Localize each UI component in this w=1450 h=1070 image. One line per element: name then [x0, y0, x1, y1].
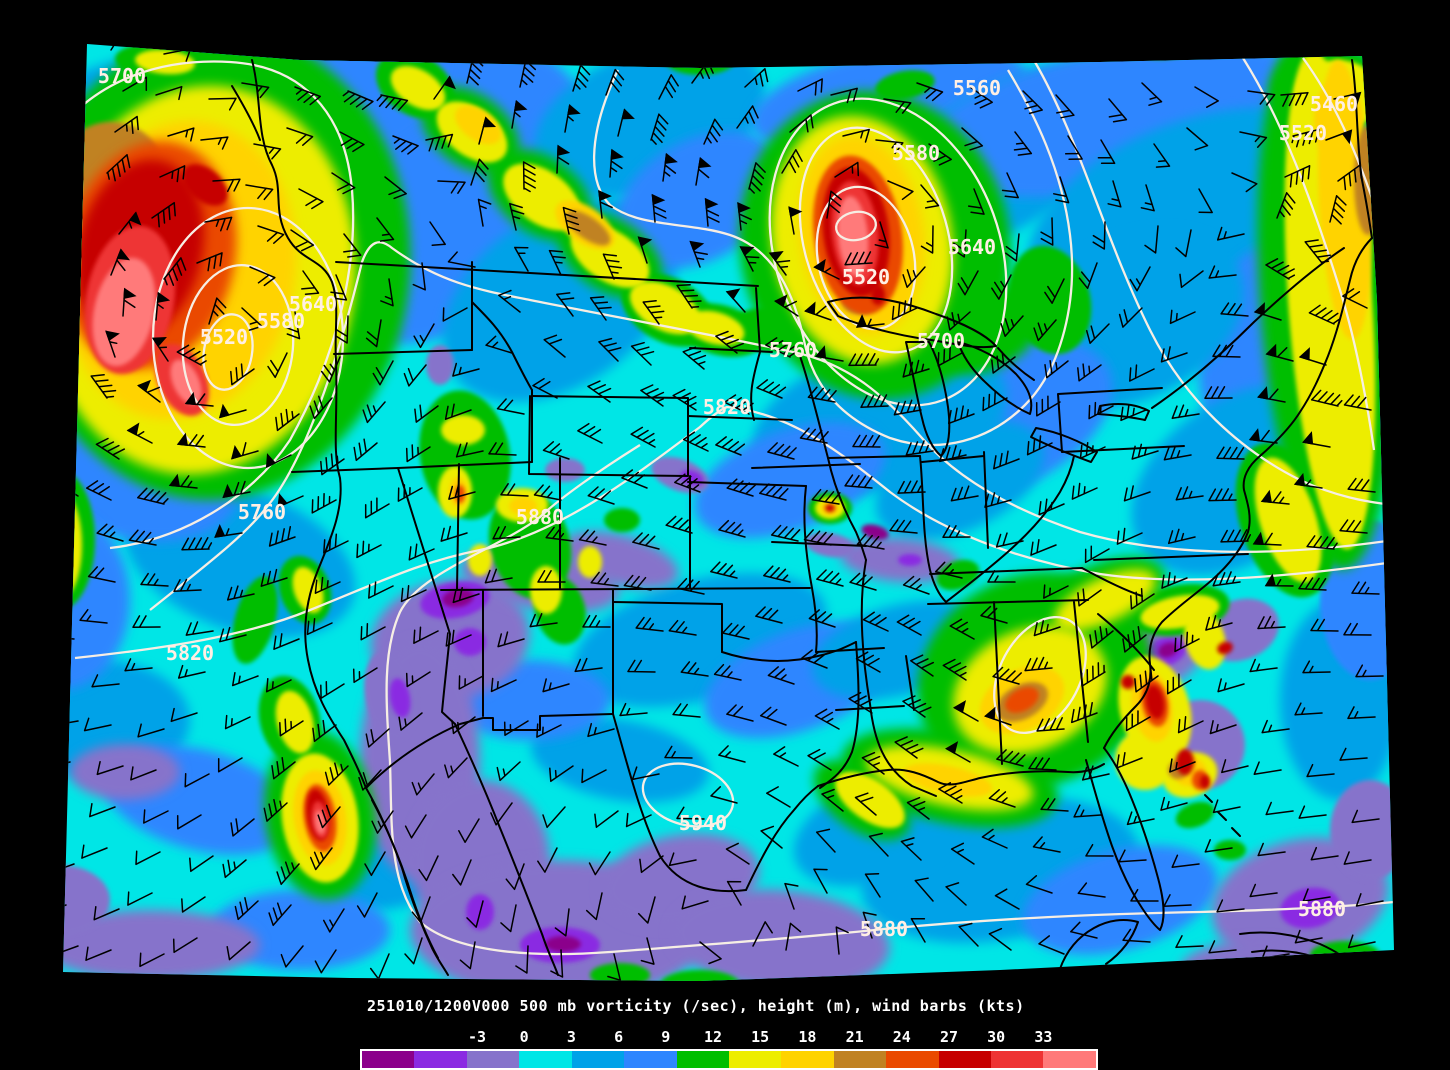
- height-contour-label: 5880: [1298, 897, 1346, 921]
- height-contour-label: 5560: [953, 76, 1001, 100]
- colorbar-tick-label: 24: [892, 1028, 911, 1046]
- colorbar-tick-label: 27: [939, 1028, 959, 1046]
- colorbar-tick-label: 3: [566, 1028, 576, 1046]
- height-contour-label: 5520: [842, 265, 890, 289]
- height-contour-label: 5700: [98, 64, 146, 88]
- height-contour-label: 5760: [769, 338, 817, 362]
- height-contour-layer: [63, 57, 1394, 956]
- height-contour-label: 5640: [948, 235, 996, 259]
- colorbar: [360, 1049, 1098, 1070]
- height-contour-label: 5580: [892, 141, 940, 165]
- height-contour-label: 5880: [860, 917, 908, 941]
- colorbar-segment: [571, 1051, 625, 1068]
- colorbar-segment: [414, 1051, 467, 1068]
- height-contour-label: 5700: [917, 329, 965, 353]
- colorbar-segment: [1043, 1051, 1096, 1068]
- height-contour-label: 5820: [166, 641, 214, 665]
- colorbar-tick-label: 0: [519, 1028, 529, 1046]
- height-contour-label: 5520: [1279, 121, 1327, 145]
- height-contour-label: 5640: [289, 292, 337, 316]
- height-contour-label: 5520: [200, 325, 248, 349]
- colorbar-segment: [938, 1051, 992, 1068]
- colorbar-tick-label: 33: [1034, 1028, 1053, 1046]
- height-contour-label: 5940: [679, 811, 727, 835]
- height-contour-label: 5460: [1310, 92, 1358, 116]
- colorbar-tick-label: 21: [845, 1028, 864, 1046]
- colorbar-segment: [466, 1051, 520, 1068]
- colorbar-tick-label: 30: [987, 1028, 1006, 1046]
- colorbar-segment: [624, 1051, 677, 1068]
- colorbar-segment: [781, 1051, 834, 1068]
- colorbar-segment: [519, 1051, 572, 1068]
- colorbar-tick-label: -3: [467, 1028, 487, 1046]
- colorbar-segment: [991, 1051, 1044, 1068]
- colorbar-tick-label: 15: [751, 1028, 770, 1046]
- colorbar-tick-label: 12: [703, 1028, 723, 1046]
- contour-labels-layer: 5700564055805520576058205880582057605520…: [98, 64, 1358, 941]
- geography-borders-layer: [231, 59, 1373, 976]
- colorbar-segment: [362, 1051, 415, 1068]
- colorbar-segment: [676, 1051, 729, 1068]
- height-contour-label: 5880: [516, 505, 564, 529]
- colorbar-segment: [886, 1051, 939, 1068]
- wind-barbs-layer: [63, 44, 1384, 981]
- height-contour-label: 5580: [257, 309, 305, 333]
- colorbar-tick-label: 18: [798, 1028, 817, 1046]
- colorbar-tick-label: 6: [614, 1028, 624, 1046]
- colorbar-tick-labels: -3 0 3 6 9 12 15 18 21 24 27 30 33: [0, 1028, 1450, 1046]
- height-contour-label: 5820: [703, 395, 751, 419]
- colorbar-segment: [728, 1051, 782, 1068]
- map-title: 251010/1200V000 500 mb vorticity (/sec),…: [367, 997, 1025, 1015]
- colorbar-segment: [833, 1051, 887, 1068]
- height-contour-label: 5760: [238, 500, 286, 524]
- colorbar-tick-label: 9: [661, 1028, 671, 1046]
